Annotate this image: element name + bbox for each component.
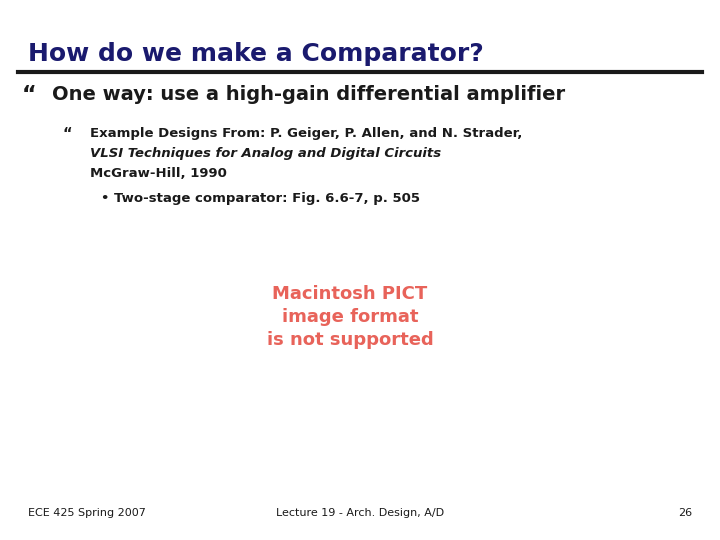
Text: ECE 425 Spring 2007: ECE 425 Spring 2007 xyxy=(28,508,146,518)
Text: Two-stage comparator: Fig. 6.6-7, p. 505: Two-stage comparator: Fig. 6.6-7, p. 505 xyxy=(114,192,420,205)
Text: Lecture 19 - Arch. Design, A/D: Lecture 19 - Arch. Design, A/D xyxy=(276,508,444,518)
Text: is not supported: is not supported xyxy=(266,331,433,349)
Text: 26: 26 xyxy=(678,508,692,518)
Text: “: “ xyxy=(22,85,37,105)
Text: image format: image format xyxy=(282,308,418,326)
Text: “: “ xyxy=(62,127,71,142)
Text: Macintosh PICT: Macintosh PICT xyxy=(272,285,428,303)
Text: How do we make a Comparator?: How do we make a Comparator? xyxy=(28,42,484,66)
Text: One way: use a high-gain differential amplifier: One way: use a high-gain differential am… xyxy=(52,85,565,104)
Text: VLSI Techniques for Analog and Digital Circuits: VLSI Techniques for Analog and Digital C… xyxy=(90,147,441,160)
Text: •: • xyxy=(100,192,109,205)
Text: McGraw-Hill, 1990: McGraw-Hill, 1990 xyxy=(90,167,227,180)
Text: Example Designs From: P. Geiger, P. Allen, and N. Strader,: Example Designs From: P. Geiger, P. Alle… xyxy=(90,127,523,140)
